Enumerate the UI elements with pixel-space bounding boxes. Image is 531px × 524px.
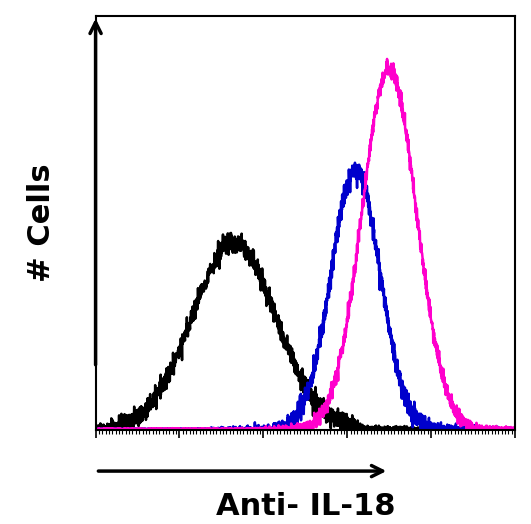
Text: # Cells: # Cells — [27, 163, 56, 282]
Text: Anti- IL-18: Anti- IL-18 — [216, 492, 395, 521]
